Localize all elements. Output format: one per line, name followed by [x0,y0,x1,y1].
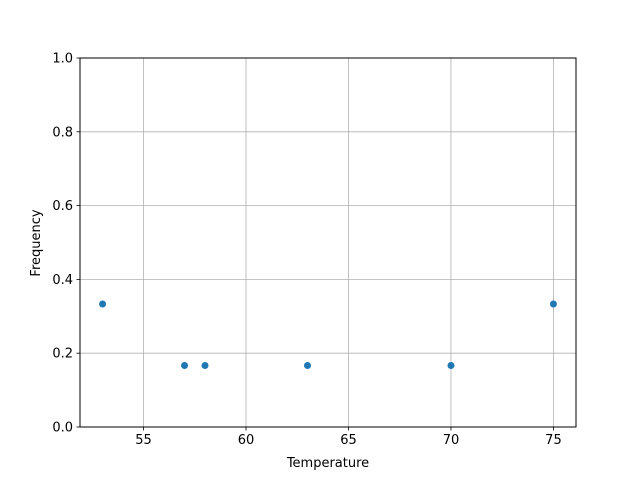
x-axis-label: Temperature [286,456,369,471]
data-point [304,361,312,369]
y-tick-label: 1.0 [52,52,73,67]
x-tick-label: 55 [135,433,152,448]
y-axis-label: Frequency [29,209,44,276]
data-point [181,361,189,369]
data-point [201,361,209,369]
plot-frame [79,57,577,428]
data-point [549,300,557,308]
grid [80,57,576,428]
x-tick-label: 75 [545,433,562,448]
x-tick-label: 65 [340,433,357,448]
y-tick-label: 0.2 [52,347,73,362]
ticks: 55 60 65 70 75 0.0 0.2 0.4 0.6 0.8 1.0 [52,52,561,449]
y-tick-label: 0.0 [52,421,73,436]
data-point [99,300,107,308]
y-tick-label: 0.6 [52,199,73,214]
y-tick-label: 0.8 [52,125,73,140]
x-tick-label: 70 [443,433,460,448]
data-point [447,361,455,369]
y-tick-label: 0.4 [52,273,73,288]
x-tick-label: 60 [238,433,255,448]
data-points [99,300,557,369]
